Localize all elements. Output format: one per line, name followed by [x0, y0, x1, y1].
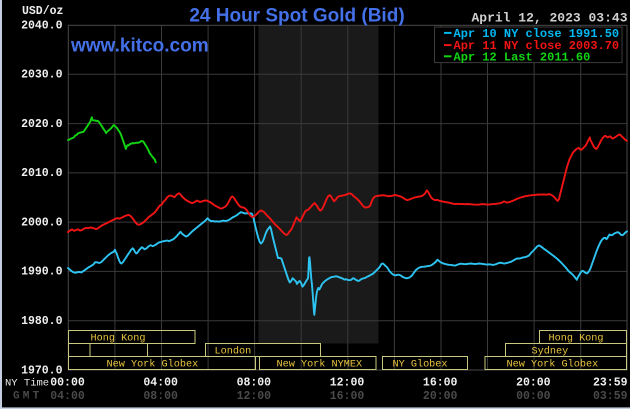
- svg-text:1980.0: 1980.0: [21, 315, 63, 328]
- svg-text:16:00: 16:00: [330, 390, 365, 403]
- svg-text:Apr 10 NY close 1991.50: Apr 10 NY close 1991.50: [454, 27, 620, 41]
- svg-text:08:00: 08:00: [143, 390, 178, 403]
- svg-text:24 Hour Spot Gold (Bid): 24 Hour Spot Gold (Bid): [189, 6, 404, 27]
- svg-text:New York NYMEX: New York NYMEX: [277, 358, 363, 370]
- svg-text:12:00: 12:00: [330, 376, 365, 389]
- svg-text:16:00: 16:00: [423, 376, 458, 389]
- svg-text:New York Globex: New York Globex: [107, 358, 199, 370]
- svg-text:2000.0: 2000.0: [21, 216, 63, 229]
- svg-text:Apr 12 Last 2011.60: Apr 12 Last 2011.60: [454, 50, 591, 64]
- svg-text:20:00: 20:00: [423, 390, 458, 403]
- svg-text:00:00: 00:00: [50, 376, 85, 389]
- svg-text:08:00: 08:00: [237, 376, 272, 389]
- svg-text:NY Time: NY Time: [5, 377, 49, 389]
- svg-text:Hong Kong: Hong Kong: [91, 333, 146, 344]
- svg-text:April 12, 2023 03:43: April 12, 2023 03:43: [471, 10, 627, 25]
- svg-text:2030.0: 2030.0: [21, 69, 63, 82]
- svg-text:NY Globex: NY Globex: [393, 358, 448, 370]
- svg-text:1990.0: 1990.0: [21, 266, 63, 279]
- svg-text:2020.0: 2020.0: [21, 118, 63, 131]
- svg-text:Hong Kong: Hong Kong: [549, 333, 604, 344]
- svg-text:00:00: 00:00: [516, 390, 551, 403]
- svg-text:www.kitco.com: www.kitco.com: [70, 36, 209, 57]
- svg-text:London: London: [215, 345, 252, 357]
- svg-text:Sydney: Sydney: [532, 345, 569, 357]
- svg-text:23:59: 23:59: [593, 376, 628, 389]
- svg-text:GMT: GMT: [13, 390, 42, 402]
- svg-text:20:00: 20:00: [516, 376, 551, 389]
- svg-text:03:59: 03:59: [593, 390, 628, 403]
- svg-text:2010.0: 2010.0: [21, 167, 63, 180]
- svg-text:New York Globex: New York Globex: [507, 358, 599, 370]
- svg-text:USD/oz: USD/oz: [22, 5, 64, 18]
- svg-text:Apr 11 NY close 2003.70: Apr 11 NY close 2003.70: [454, 39, 620, 53]
- svg-text:2040.0: 2040.0: [21, 19, 63, 32]
- svg-text:04:00: 04:00: [50, 390, 85, 403]
- svg-text:1970.0: 1970.0: [21, 364, 63, 377]
- svg-text:04:00: 04:00: [143, 376, 178, 389]
- svg-text:12:00: 12:00: [237, 390, 272, 403]
